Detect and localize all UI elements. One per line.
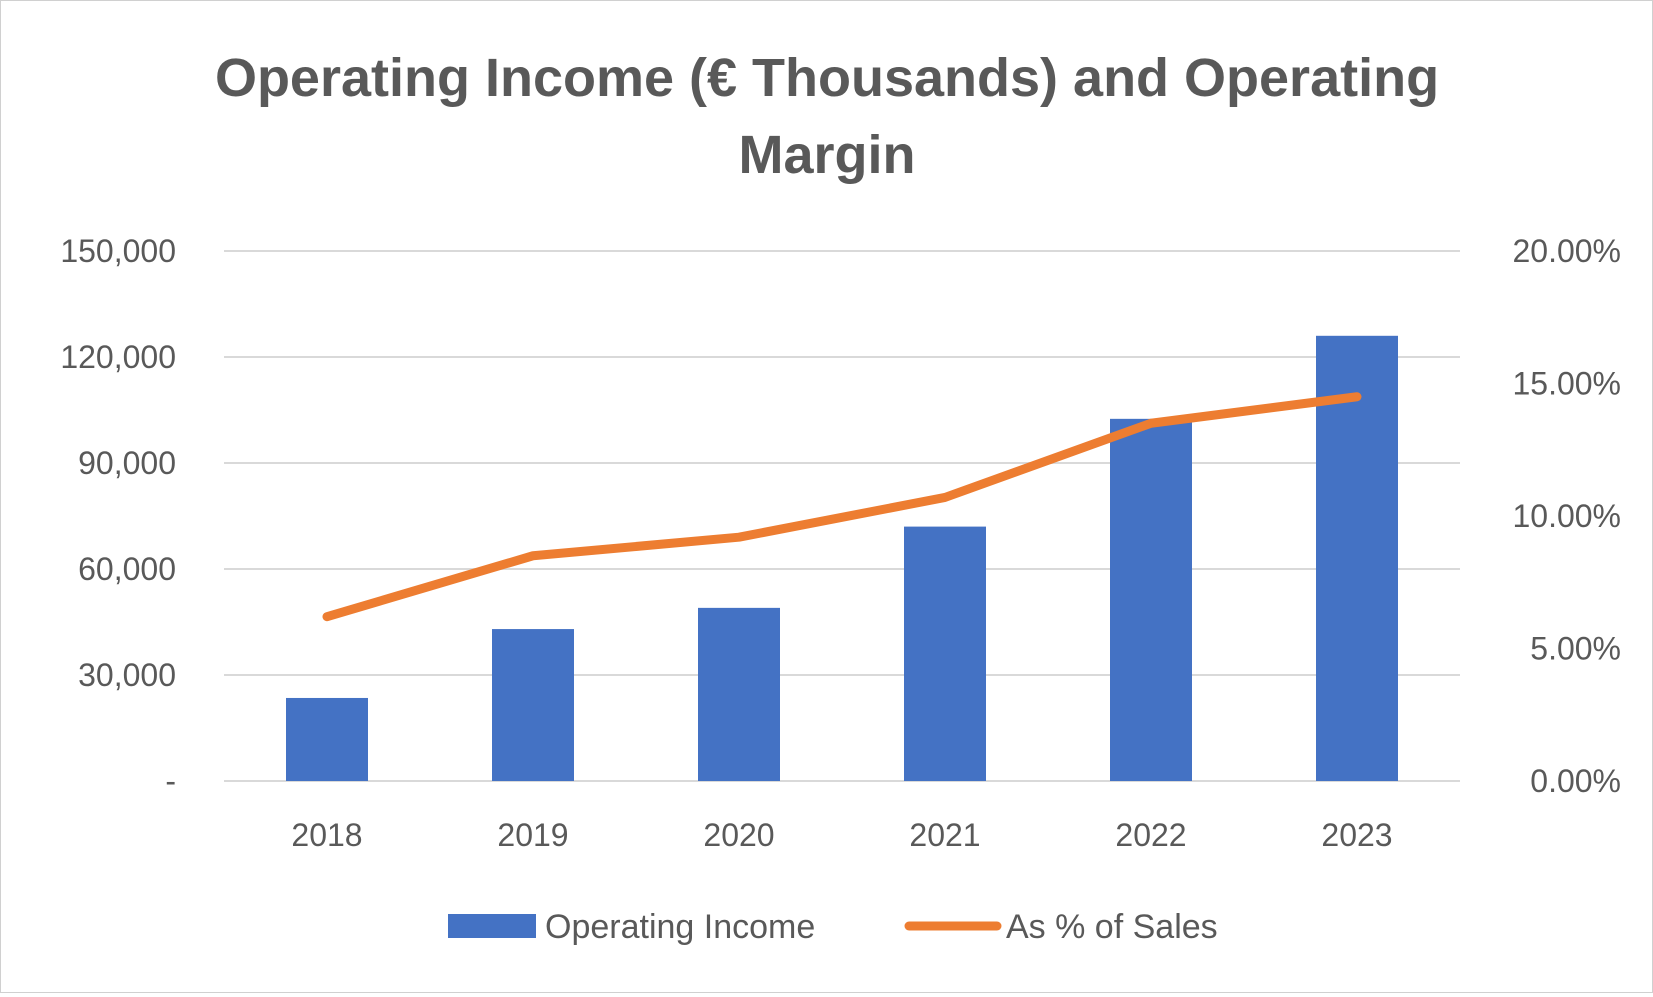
left-axis-tick-label: 120,000 (60, 339, 176, 375)
gridlines (224, 250, 1460, 782)
legend: Operating Income As % of Sales (448, 908, 1218, 946)
left-axis-tick-label: 30,000 (78, 657, 176, 693)
chart-title-line-1: Operating Income (€ Thousands) and Opera… (215, 48, 1439, 108)
right-axis-tick-label: 10.00% (1512, 498, 1621, 534)
legend-label-operating-income: Operating Income (545, 908, 815, 946)
right-axis: 0.00% 5.00% 10.00% 15.00% 20.00% (1512, 233, 1621, 799)
right-axis-tick-label: 20.00% (1512, 233, 1621, 269)
left-axis-tick-label: 150,000 (60, 233, 176, 269)
left-axis-tick-label: 90,000 (78, 445, 176, 481)
bar-operating-income (904, 526, 986, 781)
right-axis-tick-label: 15.00% (1512, 366, 1621, 402)
right-axis-tick-label: 5.00% (1530, 631, 1621, 667)
legend-swatch-operating-income (448, 914, 536, 938)
chart-title-line-2: Margin (738, 125, 915, 185)
x-axis-tick-label: 2021 (909, 817, 980, 853)
x-axis-tick-label: 2020 (703, 817, 774, 853)
left-axis-tick-label: - (165, 763, 176, 799)
x-axis-tick-label: 2023 (1321, 817, 1392, 853)
bar-operating-income (1110, 418, 1192, 781)
chart-title: Operating Income (€ Thousands) and Opera… (215, 48, 1439, 185)
left-axis-tick-label: 60,000 (78, 551, 176, 587)
x-axis-tick-label: 2019 (497, 817, 568, 853)
bar-series (286, 335, 1398, 781)
bar-operating-income (492, 629, 574, 781)
x-axis: 2018 2019 2020 2021 2022 2023 (291, 817, 1392, 853)
legend-label-as-percent-of-sales: As % of Sales (1006, 908, 1218, 946)
bar-operating-income (286, 697, 368, 781)
line-series (322, 392, 1362, 622)
bar-operating-income (1316, 335, 1398, 781)
right-axis-tick-label: 0.00% (1530, 763, 1621, 799)
x-axis-tick-label: 2022 (1115, 817, 1186, 853)
line-as-percent-of-sales (322, 392, 1362, 622)
bar-operating-income (698, 607, 780, 781)
x-axis-tick-label: 2018 (291, 817, 362, 853)
left-axis: - 30,000 60,000 90,000 120,000 150,000 (60, 233, 176, 799)
